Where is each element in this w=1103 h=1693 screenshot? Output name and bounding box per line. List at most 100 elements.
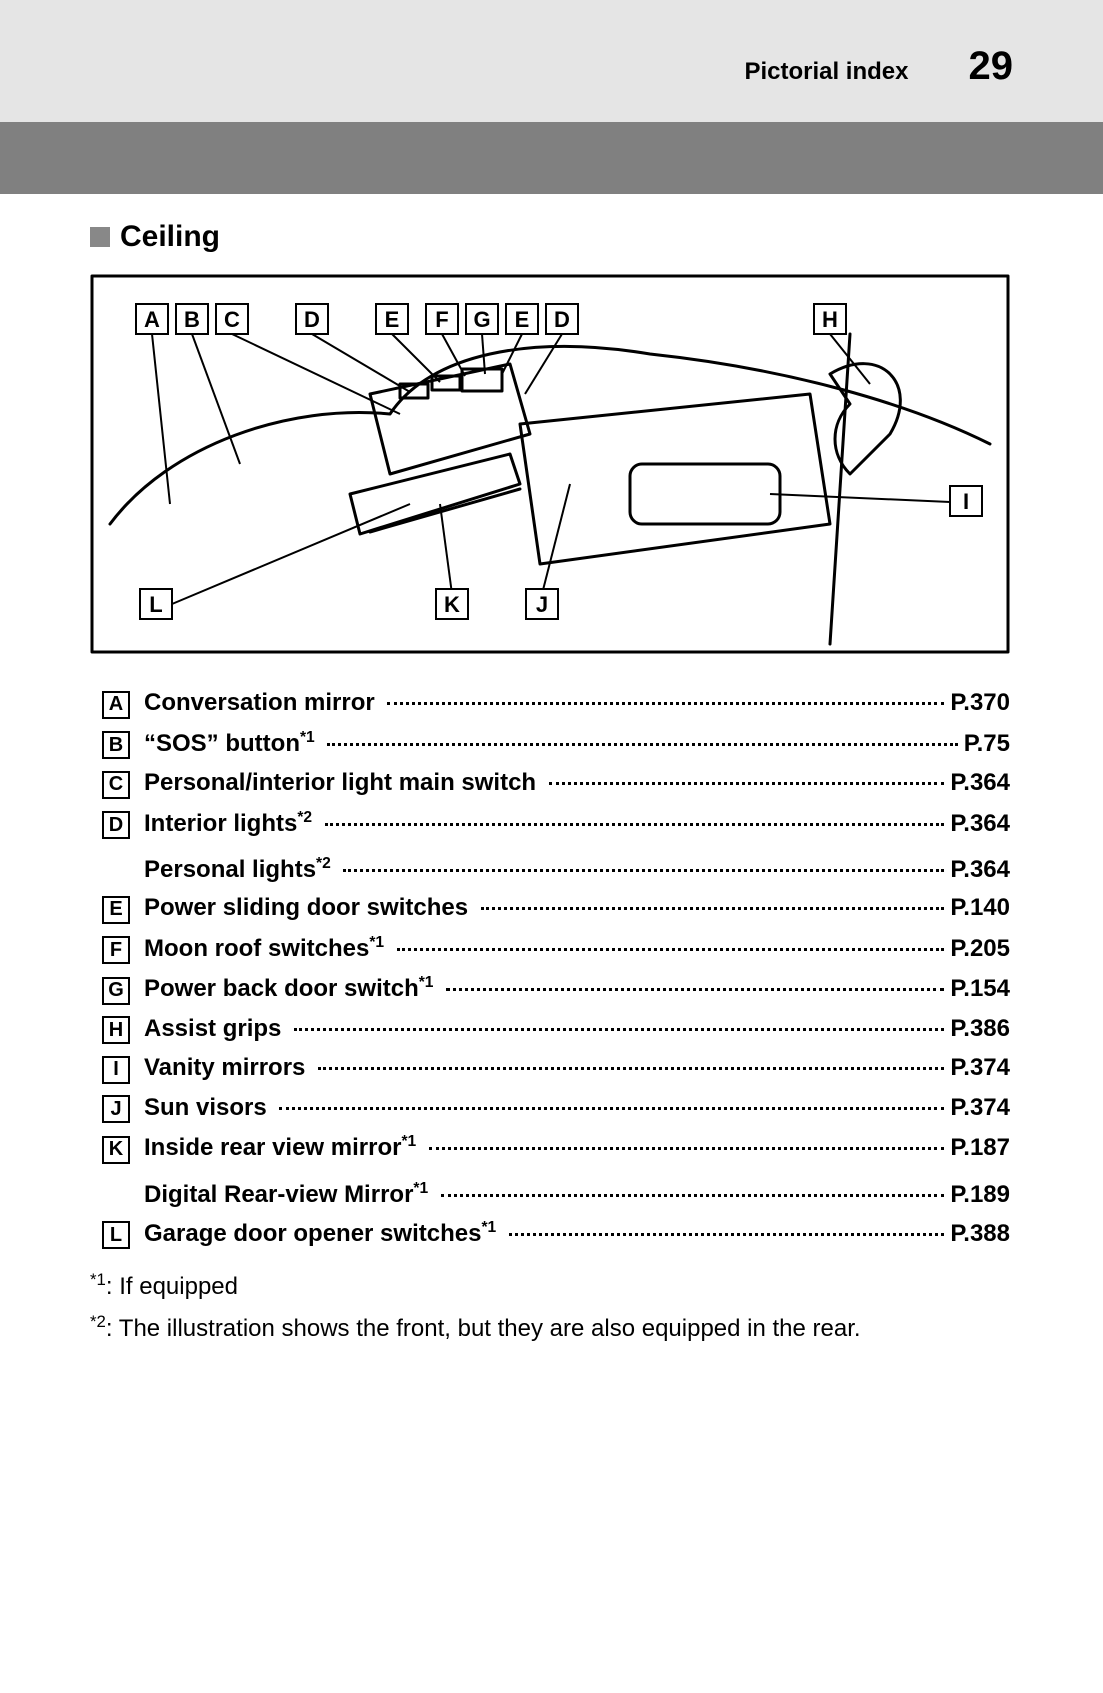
- content: Ceiling: [90, 220, 1010, 1351]
- item-label: “SOS” button*1: [144, 729, 321, 758]
- letter-box: D: [102, 811, 130, 839]
- diagram-label-K: K: [436, 504, 468, 619]
- section-title-text: Ceiling: [120, 220, 220, 254]
- index-row: GPower back door switch*1 P.154: [102, 974, 1010, 1005]
- letter-box: I: [102, 1056, 130, 1084]
- svg-text:I: I: [963, 489, 969, 514]
- item-label: Digital Rear-view Mirror*1: [144, 1180, 435, 1209]
- page-ref: P.364: [950, 810, 1010, 838]
- svg-text:B: B: [184, 307, 200, 332]
- dot-leader: [387, 702, 944, 705]
- page-ref: P.187: [950, 1134, 1010, 1162]
- diagram-label-G: G: [466, 304, 498, 374]
- item-label: Garage door opener switches*1: [144, 1219, 503, 1248]
- square-bullet-icon: [90, 227, 110, 247]
- item-label: Personal lights*2: [144, 855, 337, 884]
- letter-box: L: [102, 1221, 130, 1249]
- dot-leader: [509, 1233, 945, 1236]
- header-page-number: 29: [969, 44, 1014, 89]
- letter-box: E: [102, 896, 130, 924]
- dot-leader: [279, 1107, 944, 1110]
- index-row: KInside rear view mirror*1 P.187: [102, 1133, 1010, 1164]
- letter-box: K: [102, 1136, 130, 1164]
- dot-leader: [429, 1147, 945, 1150]
- diagram-label-A: A: [136, 304, 170, 504]
- index-row: D Interior lights*2 P.364: [102, 809, 1010, 840]
- footnote: *2: The illustration shows the front, bu…: [90, 1309, 1010, 1347]
- index-row: L Garage door opener switches*1 P.388: [102, 1219, 1010, 1250]
- svg-text:H: H: [822, 307, 838, 332]
- svg-text:A: A: [144, 307, 160, 332]
- footnotes: *1: If equipped *2: The illustration show…: [90, 1267, 1010, 1347]
- page-ref: P.140: [950, 894, 1010, 922]
- letter-box: C: [102, 771, 130, 799]
- svg-text:C: C: [224, 307, 240, 332]
- diagram-label-F: F: [426, 304, 465, 376]
- svg-text:K: K: [444, 592, 460, 617]
- page-ref: P.388: [950, 1220, 1010, 1248]
- svg-text:F: F: [435, 307, 448, 332]
- index-row: A Conversation mirror P.370: [102, 689, 1010, 719]
- item-label: Moon roof switches*1: [144, 934, 391, 963]
- diagram-label-I: I: [770, 486, 982, 516]
- dot-leader: [397, 948, 945, 951]
- dot-leader: [294, 1028, 944, 1031]
- item-label: Interior lights*2: [144, 809, 319, 838]
- dot-leader: [446, 988, 944, 991]
- index-row: I Vanity mirrors P.374: [102, 1054, 1010, 1084]
- footnote: *1: If equipped: [90, 1267, 1010, 1305]
- index-row: E Power sliding door switches P.140: [102, 894, 1010, 924]
- index-row: H Assist grips P.386: [102, 1015, 1010, 1045]
- item-label: Sun visors: [144, 1094, 273, 1122]
- manual-page: Pictorial index 29 Ceiling: [0, 0, 1103, 1693]
- item-label: Power back door switch*1: [144, 974, 440, 1003]
- letter-box: A: [102, 691, 130, 719]
- ceiling-diagram: A B C D E: [90, 274, 1010, 654]
- header-dark-band: [0, 122, 1103, 194]
- dot-leader: [343, 869, 944, 872]
- diagram-label-E2: E: [502, 304, 538, 374]
- index-row: F Moon roof switches*1 P.205: [102, 934, 1010, 965]
- page-ref: P.75: [964, 730, 1010, 758]
- letter-box: J: [102, 1095, 130, 1123]
- svg-text:D: D: [554, 307, 570, 332]
- svg-text:L: L: [149, 592, 162, 617]
- dot-leader: [318, 1067, 944, 1070]
- dot-leader: [325, 823, 945, 826]
- page-ref: P.189: [950, 1181, 1010, 1209]
- letter-spacer: [102, 1174, 130, 1202]
- index-row: B “SOS” button*1 P.75: [102, 729, 1010, 760]
- header-right: Pictorial index 29: [744, 44, 1013, 89]
- item-label: Vanity mirrors: [144, 1054, 312, 1082]
- page-ref: P.364: [950, 769, 1010, 797]
- item-label: Personal/interior light main switch: [144, 769, 543, 797]
- page-ref: P.364: [950, 856, 1010, 884]
- item-label: Power sliding door switches: [144, 894, 475, 922]
- svg-text:D: D: [304, 307, 320, 332]
- item-label: Conversation mirror: [144, 689, 381, 717]
- dot-leader: [441, 1194, 945, 1197]
- index-row: C Personal/interior light main switch P.3…: [102, 769, 1010, 799]
- page-ref: P.205: [950, 935, 1010, 963]
- page-ref: P.374: [950, 1054, 1010, 1082]
- dot-leader: [327, 743, 957, 746]
- letter-box: G: [102, 977, 130, 1005]
- page-ref: P.386: [950, 1015, 1010, 1043]
- svg-text:G: G: [473, 307, 490, 332]
- index-row: Personal lights*2 P.364: [102, 849, 1010, 884]
- section-title: Ceiling: [90, 220, 1010, 254]
- index-row: Digital Rear-view Mirror*1 P.189: [102, 1174, 1010, 1209]
- letter-box: H: [102, 1016, 130, 1044]
- letter-box: F: [102, 936, 130, 964]
- header-section-label: Pictorial index: [744, 58, 908, 86]
- page-ref: P.374: [950, 1094, 1010, 1122]
- diagram-label-L: L: [140, 504, 410, 619]
- dot-leader: [549, 782, 945, 785]
- item-label: Assist grips: [144, 1015, 288, 1043]
- letter-box: B: [102, 731, 130, 759]
- svg-text:J: J: [536, 592, 548, 617]
- svg-text:E: E: [515, 307, 530, 332]
- svg-text:E: E: [385, 307, 400, 332]
- dot-leader: [481, 907, 945, 910]
- page-ref: P.370: [950, 689, 1010, 717]
